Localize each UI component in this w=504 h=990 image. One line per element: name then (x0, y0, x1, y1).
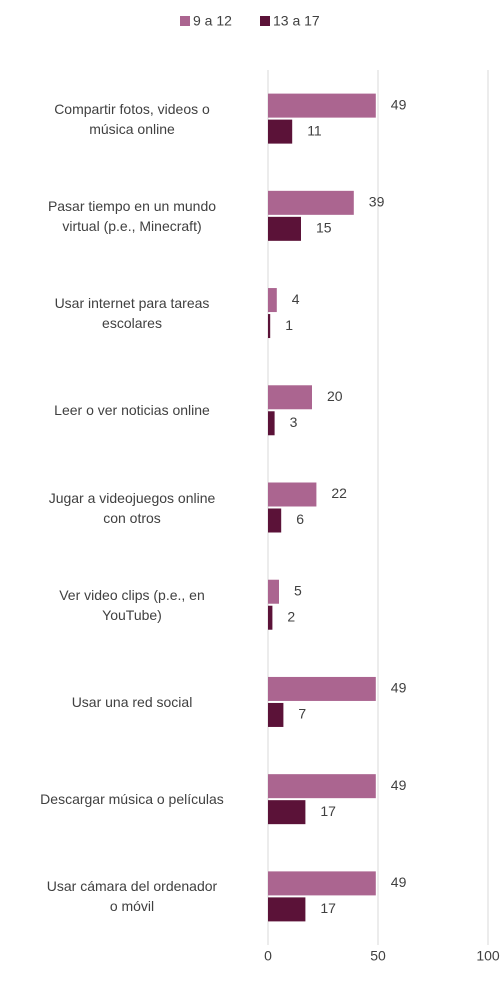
x-tick-label: 0 (264, 948, 272, 964)
y-tick-label: Usar una red social (71, 693, 193, 710)
data-label: 3 (290, 414, 298, 430)
data-label: 49 (391, 874, 407, 890)
data-label: 20 (327, 388, 343, 404)
data-label: 49 (391, 96, 407, 112)
bar (268, 216, 301, 241)
bar (268, 702, 284, 727)
bar (268, 93, 376, 118)
bar (268, 190, 354, 215)
data-label: 5 (294, 582, 302, 598)
y-tick-label: Pasar tiempo en un mundo virtual (p.e., … (47, 197, 217, 234)
bar (268, 605, 273, 630)
data-label: 39 (369, 194, 385, 210)
y-tick-label: Descargar música o películas (40, 791, 224, 808)
bar (268, 119, 293, 144)
x-tick-label: 50 (370, 948, 386, 964)
bar (268, 774, 376, 799)
data-label: 6 (296, 511, 304, 527)
bar (268, 508, 282, 533)
data-label: 15 (316, 220, 332, 236)
bar (268, 676, 376, 701)
bar (268, 579, 279, 604)
y-tick-label: Jugar a videojuegos online con otros (48, 489, 216, 526)
legend-swatch (260, 16, 270, 26)
legend-label: 13 a 17 (273, 13, 320, 29)
data-label: 4 (292, 291, 300, 307)
bar (268, 800, 306, 825)
y-tick-label: Ver video clips (p.e., en YouTube) (59, 586, 205, 623)
data-label: 11 (307, 122, 322, 138)
legend-label: 9 a 12 (193, 13, 232, 29)
legend-swatch (180, 16, 190, 26)
bar (268, 871, 376, 896)
y-tick-label: Compartir fotos, videos o música online (54, 100, 210, 137)
data-label: 49 (391, 680, 407, 696)
y-tick-label: Usar cámara del ordenador o móvil (46, 878, 218, 915)
bar (268, 385, 312, 410)
bar (268, 411, 275, 436)
data-label: 49 (391, 777, 407, 793)
data-label: 2 (287, 608, 295, 624)
y-tick-label: Usar internet para tareas escolares (54, 295, 210, 332)
data-label: 1 (285, 317, 293, 333)
bar (268, 314, 271, 339)
y-tick-label: Leer o ver noticias online (54, 402, 210, 419)
bar (268, 897, 306, 922)
bar (268, 482, 317, 507)
x-tick-label: 100 (476, 948, 500, 964)
data-label: 17 (320, 803, 336, 819)
bar (268, 288, 277, 313)
data-label: 22 (331, 485, 347, 501)
data-label: 17 (320, 900, 336, 916)
data-label: 7 (298, 706, 306, 722)
